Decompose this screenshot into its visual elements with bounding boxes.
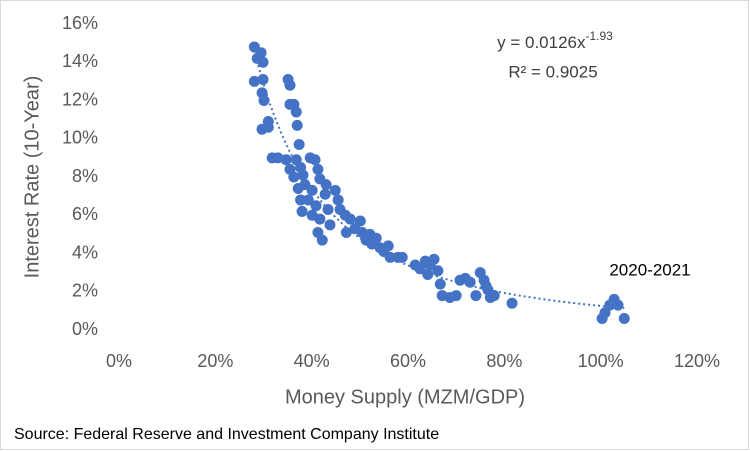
equation-text: y = 0.0126x (497, 33, 586, 52)
source: Source: Federal Reserve and Investment C… (14, 426, 439, 443)
point (324, 219, 336, 231)
point (319, 188, 331, 200)
point (320, 179, 332, 191)
point (296, 205, 308, 217)
r-squared: R² = 0.9025 (508, 62, 597, 81)
point (322, 204, 334, 216)
y-tick-label: 4% (72, 242, 98, 262)
point (450, 290, 462, 302)
y-tick-label: 8% (72, 166, 98, 186)
x-axis-title: Money Supply (MZM/GDP) (285, 386, 525, 408)
y-tick-label: 10% (62, 128, 98, 148)
point (370, 232, 382, 244)
annotation: 2020-2021 (609, 260, 690, 279)
point (382, 240, 394, 252)
point (488, 290, 500, 302)
point (312, 163, 324, 175)
equation-exponent: -1.93 (586, 29, 614, 43)
point (314, 213, 326, 225)
point (262, 116, 274, 128)
point (302, 194, 314, 206)
y-tick-label: 2% (72, 281, 98, 301)
point (384, 251, 396, 263)
point (464, 276, 476, 288)
point (288, 171, 300, 183)
x-tick-label: 80% (486, 351, 522, 371)
point (340, 226, 352, 238)
x-tick-label: 120% (674, 351, 720, 371)
point (422, 269, 434, 281)
point (248, 75, 260, 87)
point (306, 184, 318, 196)
point (432, 265, 444, 277)
point (316, 234, 328, 246)
point (284, 79, 296, 91)
point (396, 251, 408, 263)
point (272, 152, 284, 164)
point (480, 280, 492, 292)
point (290, 106, 302, 118)
point (470, 290, 482, 302)
x-tick-label: 20% (197, 351, 233, 371)
point (257, 56, 269, 68)
y-tick-label: 12% (62, 89, 98, 109)
point (344, 213, 356, 225)
y-tick-label: 6% (72, 204, 98, 224)
point (255, 47, 267, 59)
point (329, 184, 341, 196)
point (506, 297, 518, 309)
point (428, 253, 440, 265)
point (257, 73, 269, 85)
point (618, 313, 630, 325)
point (297, 169, 309, 181)
point (295, 194, 307, 206)
point (258, 95, 270, 106)
x-tick-label: 100% (578, 351, 624, 371)
y-axis-title: Interest Rate (10-Year) (21, 76, 43, 279)
y-tick-label: 0% (72, 319, 98, 339)
trend-equation: y = 0.0126x-1.93 (497, 29, 613, 52)
point (309, 154, 321, 166)
y-tick-label: 16% (62, 13, 98, 33)
point (293, 138, 305, 150)
point (354, 215, 366, 227)
y-tick-label: 14% (62, 51, 98, 71)
point (434, 278, 446, 290)
x-tick-label: 40% (294, 351, 330, 371)
point (310, 200, 322, 212)
point (291, 119, 303, 131)
point (280, 154, 292, 166)
x-tick-label: 0% (106, 351, 132, 371)
point (612, 299, 624, 311)
point (414, 263, 426, 275)
point (332, 194, 344, 206)
x-tick-label: 60% (390, 351, 426, 371)
